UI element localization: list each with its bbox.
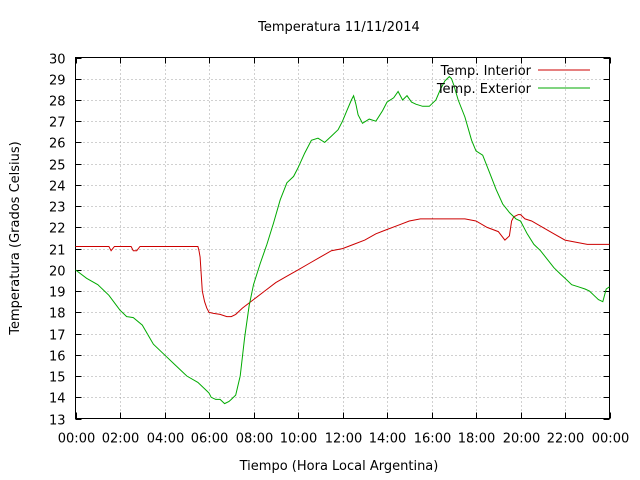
y-tick-label: 15	[49, 371, 66, 386]
x-tick-label: 04:00	[147, 432, 184, 447]
series-line-interior	[75, 214, 610, 318]
y-tick-label: 27	[49, 116, 66, 131]
x-tick-label: 08:00	[236, 432, 273, 447]
y-tick-label: 26	[49, 137, 66, 152]
legend-label-exterior: Temp. Exterior	[436, 82, 532, 97]
y-tick-label: 13	[49, 414, 66, 429]
x-tick-label: 12:00	[325, 432, 362, 447]
axis-ticks: 00:00 02:00 04:00 06:00 08:00 10:00 12:00 14:00…	[49, 53, 629, 447]
y-tick-label: 29	[49, 74, 66, 89]
plot-frame	[75, 57, 610, 419]
y-tick-label: 16	[49, 350, 66, 365]
y-tick-label: 28	[49, 95, 66, 110]
x-tick-label: 18:00	[458, 432, 495, 447]
chart-title: Temperatura 11/11/2014	[257, 20, 420, 35]
x-tick-label: 00:00	[592, 432, 629, 447]
y-tick-label: 24	[49, 180, 66, 195]
y-tick-label: 22	[49, 222, 66, 237]
y-tick-label: 18	[49, 307, 66, 322]
x-tick-label: 00:00	[58, 432, 95, 447]
y-tick-label: 23	[49, 201, 66, 216]
y-tick-label: 17	[49, 329, 66, 344]
y-tick-label: 25	[49, 159, 66, 174]
series-layer	[75, 75, 610, 405]
y-tick-label: 20	[49, 265, 66, 280]
y-tick-label: 19	[49, 286, 66, 301]
legend: Temp. Interior Temp. Exterior	[436, 64, 590, 97]
y-tick-label: 21	[49, 244, 66, 259]
x-tick-label: 20:00	[503, 432, 540, 447]
x-tick-label: 06:00	[191, 432, 228, 447]
x-tick-label: 14:00	[369, 432, 406, 447]
legend-label-interior: Temp. Interior	[440, 64, 532, 79]
x-tick-label: 16:00	[414, 432, 451, 447]
y-tick-label: 14	[49, 392, 66, 407]
x-tick-label: 22:00	[547, 432, 584, 447]
x-tick-label: 02:00	[102, 432, 139, 447]
y-axis-label: Temperatura (Grados Celsius)	[8, 141, 23, 335]
x-tick-label: 10:00	[280, 432, 317, 447]
x-axis-label: Tiempo (Hora Local Argentina)	[239, 459, 439, 474]
y-tick-label: 30	[49, 53, 66, 68]
series-line-exterior	[75, 75, 610, 405]
